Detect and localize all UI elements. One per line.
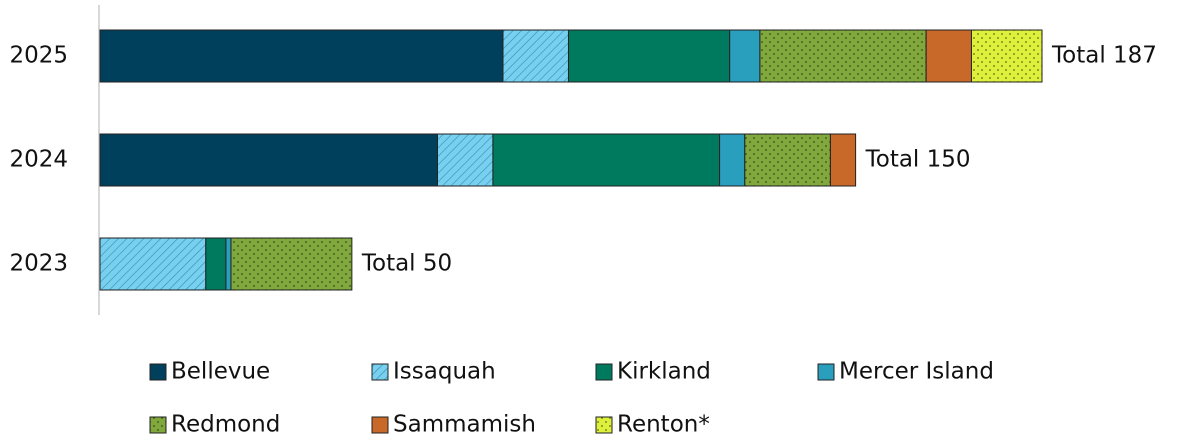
legend-label: Bellevue: [171, 359, 270, 385]
bar-segment: [225, 237, 232, 291]
total-label: Total 187: [1051, 43, 1157, 69]
bar-segment: [205, 237, 227, 291]
legend-swatch: [817, 363, 835, 381]
bar-segment: [99, 237, 207, 291]
legend-swatch: [149, 363, 167, 381]
legend-swatch: [371, 363, 389, 381]
legend-label: Kirkland: [617, 359, 711, 385]
legend-label: Renton*: [617, 412, 710, 438]
bar-segment: [99, 29, 504, 83]
bar-segment: [719, 133, 746, 187]
legend-swatch: [371, 416, 389, 434]
bar-segment: [759, 29, 927, 83]
bar-segment: [502, 29, 569, 83]
legend-label: Mercer Island: [839, 359, 994, 385]
y-tick-label: 2023: [9, 251, 68, 277]
total-label: Total 150: [865, 147, 971, 173]
bar-segment: [729, 29, 761, 83]
y-tick-label: 2024: [9, 147, 68, 173]
bar-segment: [437, 133, 494, 187]
bar-segment: [829, 133, 857, 187]
legend-label: Issaquah: [393, 359, 496, 385]
bar-segment: [970, 29, 1043, 83]
legend-swatch: [595, 416, 613, 434]
bar-segment: [744, 133, 831, 187]
y-tick-label: 2025: [9, 43, 68, 69]
bar-segment: [99, 133, 439, 187]
legend-label: Redmond: [171, 412, 280, 438]
legend-swatch: [149, 416, 167, 434]
bar-segment: [567, 29, 731, 83]
legend-swatch: [595, 363, 613, 381]
total-label: Total 50: [361, 251, 452, 277]
legend-label: Sammamish: [393, 412, 536, 438]
bar-segment: [492, 133, 721, 187]
bar-segment: [925, 29, 972, 83]
bar-segment: [230, 237, 353, 291]
